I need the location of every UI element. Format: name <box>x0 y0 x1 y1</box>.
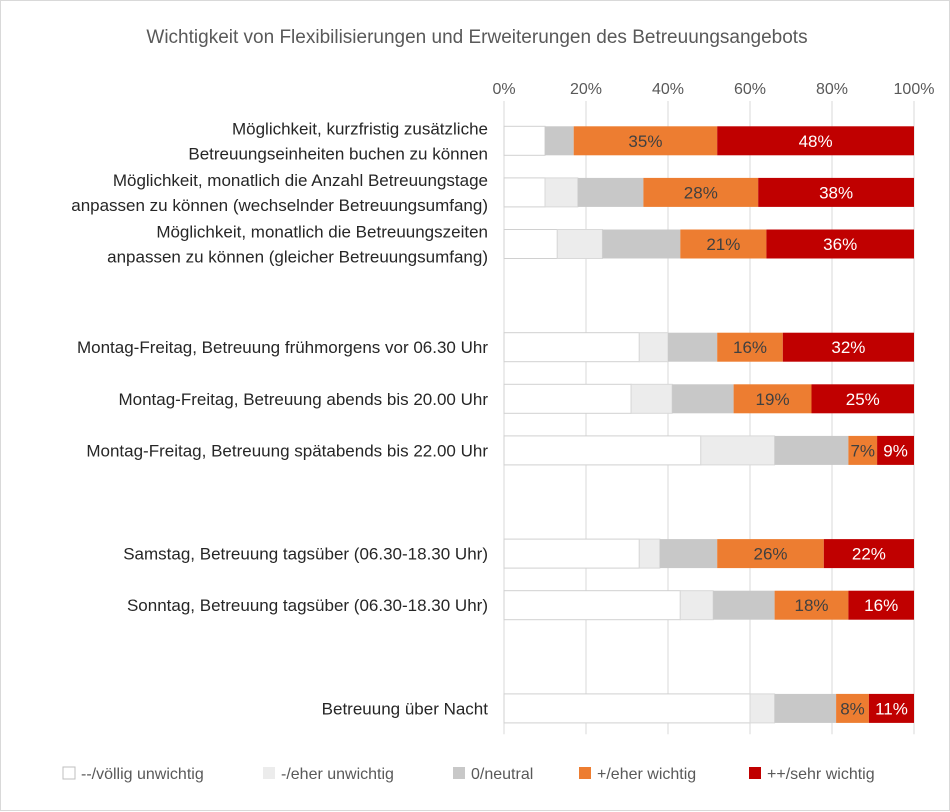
bar-segment <box>503 538 640 569</box>
bar-segment <box>717 539 824 569</box>
bar-segment <box>836 693 869 723</box>
bar-segment <box>749 693 776 724</box>
x-tick-label: 20% <box>570 81 602 98</box>
category-label: Montag-Freitag, Betreuung spätabends bis… <box>86 441 488 460</box>
bar-segment <box>544 177 579 208</box>
bar-segment <box>877 435 914 465</box>
legend-label: --/völlig unwichtig <box>81 766 204 783</box>
bar-segment <box>774 693 837 723</box>
legend-swatch <box>579 767 591 779</box>
category-label: Möglichkeit, monatlich die Betreuungszei… <box>156 223 488 242</box>
x-tick-label: 80% <box>816 81 848 98</box>
data-label: 25% <box>846 390 880 409</box>
x-tick-label: 60% <box>734 81 766 98</box>
legend-label: 0/neutral <box>471 766 533 783</box>
bar-segment <box>868 693 914 723</box>
bar-segment <box>643 177 759 207</box>
bar-segment <box>811 384 914 414</box>
bar-segment <box>774 590 849 620</box>
category-label: Möglichkeit, kurzfristig zusätzliche <box>232 119 488 138</box>
legend-label: +/eher wichtig <box>597 766 696 783</box>
bar-segment <box>848 435 878 465</box>
data-label: 36% <box>823 235 857 254</box>
x-tick-label: 100% <box>894 81 935 98</box>
bar-segment <box>713 590 775 620</box>
bar-segment <box>679 590 714 621</box>
data-label: 28% <box>684 183 718 202</box>
legend-swatch <box>749 767 761 779</box>
legend-label: -/eher unwichtig <box>281 766 394 783</box>
category-label: Samstag, Betreuung tagsüber (06.30-18.30… <box>123 545 488 564</box>
category-label: Montag-Freitag, Betreuung abends bis 20.… <box>118 390 488 409</box>
data-label: 18% <box>794 596 828 615</box>
bar-segment <box>717 126 914 156</box>
data-label: 48% <box>799 132 833 151</box>
data-label: 32% <box>831 338 865 357</box>
category-label: anpassen zu können (wechselnder Betreuun… <box>71 196 488 215</box>
data-label: 35% <box>628 132 662 151</box>
data-label: 22% <box>852 545 886 564</box>
data-label: 9% <box>883 441 908 460</box>
bar-segment <box>668 332 718 362</box>
bar-segment <box>638 538 661 569</box>
bar-segment <box>503 383 632 414</box>
category-label: Montag-Freitag, Betreuung frühmorgens vo… <box>77 338 488 357</box>
bar-segment <box>545 126 574 156</box>
data-label: 21% <box>706 235 740 254</box>
bar-segment <box>823 539 914 569</box>
x-tick-label: 0% <box>492 81 515 98</box>
bar-segment <box>503 229 558 259</box>
bar-segment <box>774 435 849 465</box>
bar-segment <box>503 177 546 208</box>
legend-swatch <box>62 766 76 780</box>
data-label: 11% <box>875 699 908 718</box>
data-label: 19% <box>756 390 790 409</box>
category-label: Betreuung über Nacht <box>322 699 489 718</box>
bar-segment <box>733 384 812 414</box>
bar-segment <box>848 590 914 620</box>
data-label: 8% <box>840 699 865 718</box>
category-label: Möglichkeit, monatlich die Anzahl Betreu… <box>113 171 488 190</box>
bar-segment <box>700 435 776 466</box>
bar-segment <box>503 590 681 621</box>
bar-segment <box>717 332 783 362</box>
bar-segment <box>573 126 718 156</box>
bar-segment <box>758 177 914 207</box>
bar-segment <box>630 383 673 414</box>
bar-segment <box>556 229 603 259</box>
legend-swatch <box>453 767 465 779</box>
bar-segment <box>766 229 914 259</box>
category-label: anpassen zu können (gleicher Betreuungsu… <box>107 248 488 267</box>
bar-segment <box>503 332 640 363</box>
data-label: 38% <box>819 183 853 202</box>
bar-segment <box>659 539 718 569</box>
data-label: 16% <box>864 596 898 615</box>
bar-segment <box>577 177 644 207</box>
legend-swatch <box>263 767 275 779</box>
bar-segment <box>638 332 669 363</box>
data-label: 26% <box>753 545 787 564</box>
legend-label: ++/sehr wichtig <box>767 766 875 783</box>
bar-segment <box>782 332 914 362</box>
bar-segment <box>503 125 546 156</box>
bar-segment <box>503 693 751 724</box>
bar-segment <box>602 229 681 259</box>
bar-segment <box>672 384 734 414</box>
category-label: Betreuungseinheiten buchen zu können <box>188 144 488 163</box>
chart-title: Wichtigkeit von Flexibilisierungen und E… <box>146 27 807 48</box>
x-tick-label: 40% <box>652 81 684 98</box>
bar-segment <box>680 229 767 259</box>
category-label: Sonntag, Betreuung tagsüber (06.30-18.30… <box>127 596 488 615</box>
bar-segment <box>503 435 702 466</box>
data-label: 16% <box>733 338 767 357</box>
data-label: 7% <box>850 441 875 460</box>
